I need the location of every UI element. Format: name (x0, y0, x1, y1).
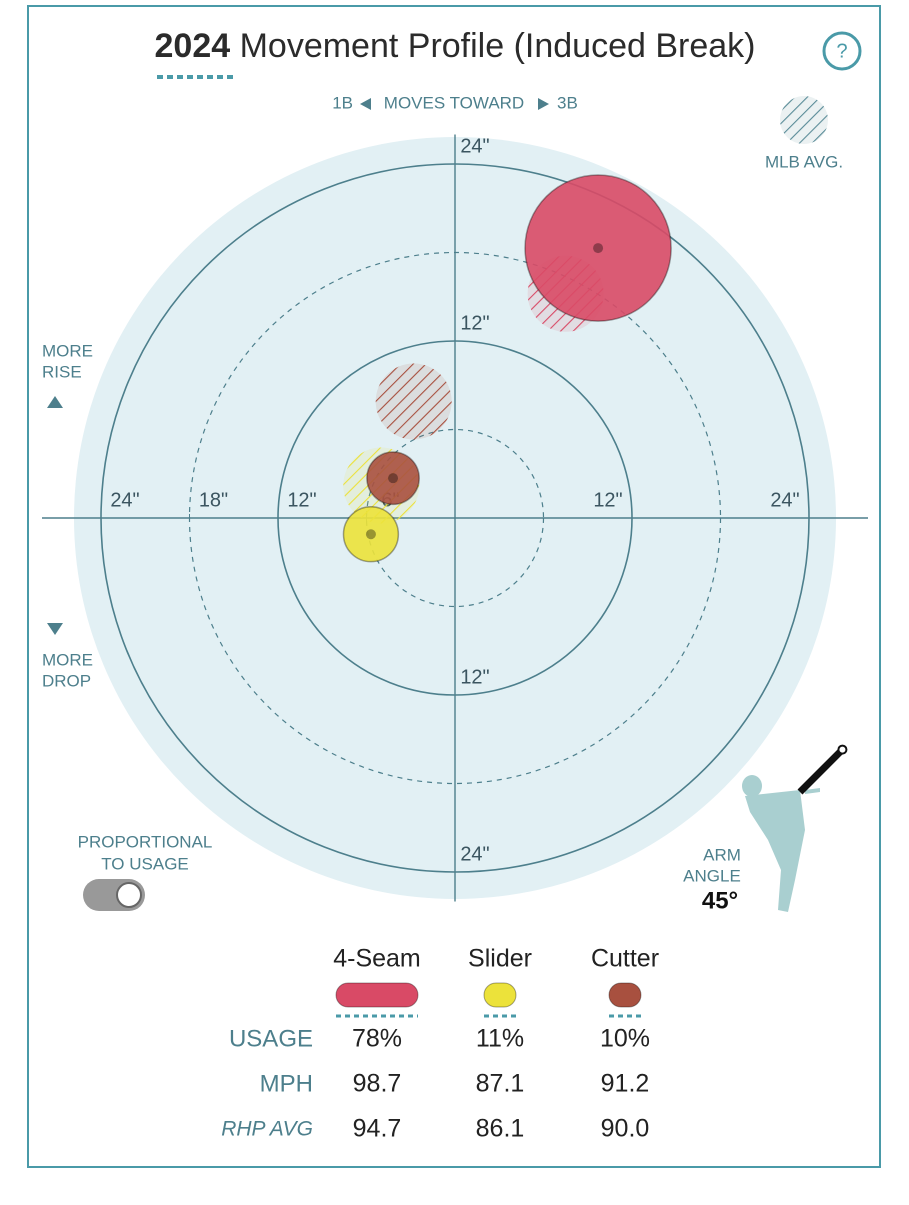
x-tick-label: 24" (110, 489, 139, 511)
toggle-knob[interactable] (116, 882, 142, 908)
direction-left: 1B (332, 93, 353, 112)
plot: 24"18"12"6"12"24"24"12"12"24" (42, 134, 868, 902)
help-button[interactable]: ? (822, 31, 862, 71)
help-circle[interactable] (822, 31, 862, 71)
rhp-avg-value: 94.7 (353, 1115, 402, 1143)
pitch-center (388, 473, 399, 484)
row-label: RHP AVG (221, 1118, 313, 1141)
mlb-avg-mark (375, 363, 452, 440)
mph-value: 91.2 (601, 1070, 650, 1098)
mph-value: 87.1 (476, 1070, 525, 1098)
rhp-avg-value: 90.0 (601, 1115, 650, 1143)
more-drop: DROP (42, 671, 91, 690)
pitch-bubble (366, 451, 420, 506)
row-label: USAGE (229, 1025, 313, 1052)
legend-swatch (335, 982, 419, 1008)
x-tick-label: 12" (593, 489, 622, 511)
pitcher-figure (742, 775, 820, 912)
drop-arrow (47, 623, 63, 635)
legend-name: Slider (468, 945, 532, 973)
pitch-bubble (342, 506, 400, 563)
x-tick-label: 18" (199, 489, 228, 511)
rise-arrow (47, 396, 63, 408)
pitch-center (365, 529, 376, 540)
legend-swatch (608, 982, 642, 1008)
frame (27, 5, 881, 1168)
direction-right: 3B (557, 93, 578, 112)
row-label: MPH (260, 1070, 313, 1097)
rhp-avg-value: 86.1 (476, 1115, 525, 1143)
pitch-bubble (524, 174, 672, 322)
title: 2024 Movement Profile (Induced Break) (155, 27, 756, 65)
pitch-center (593, 243, 604, 254)
usage-value: 11% (476, 1025, 524, 1053)
help-icon[interactable]: ? (836, 40, 847, 62)
y-tick-label: 24" (460, 135, 489, 157)
mlb-avg-label: MLB AVG. (765, 152, 843, 171)
y-tick-label: 24" (460, 843, 489, 865)
usage-value: 10% (600, 1025, 650, 1053)
arm-angle-label: ARM (703, 845, 741, 864)
usage-toggle[interactable] (83, 879, 145, 911)
x-tick-label: 12" (287, 489, 316, 511)
legend-name: Cutter (591, 945, 659, 973)
title-year: 2024 (155, 27, 231, 65)
x-tick-label: 24" (770, 489, 799, 511)
y-tick-label: 12" (460, 666, 489, 688)
more-rise: MORE (42, 341, 93, 360)
y-tick-label: 12" (460, 312, 489, 334)
direction-middle: MOVES TOWARD (384, 93, 524, 112)
arm-angle-line (797, 747, 845, 795)
arm-angle-ball (837, 744, 848, 755)
legend-name: 4-Seam (333, 945, 421, 973)
toggle-label: PROPORTIONAL (78, 832, 213, 851)
arrow-right (538, 98, 549, 110)
more-rise: RISE (42, 362, 82, 381)
toggle-label: TO USAGE (101, 854, 189, 873)
usage-value: 78% (352, 1025, 402, 1053)
legend-swatch (483, 982, 517, 1008)
mph-value: 98.7 (353, 1070, 402, 1098)
arrow-left (360, 98, 371, 110)
mlb-avg-legend (780, 96, 828, 144)
arm-angle-value: 45° (702, 887, 738, 914)
more-drop: MORE (42, 650, 93, 669)
arm-angle-label: ANGLE (683, 866, 741, 885)
title-text: Movement Profile (Induced Break) (240, 27, 756, 65)
